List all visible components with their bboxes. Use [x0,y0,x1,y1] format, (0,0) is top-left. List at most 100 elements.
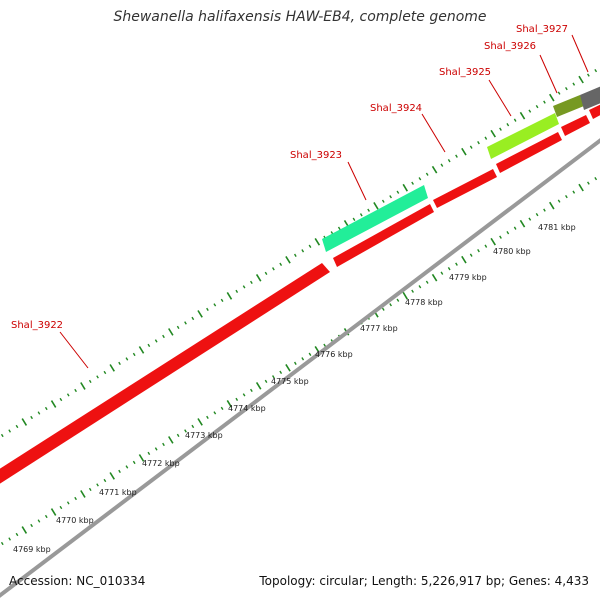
kbp-scale-labels: 4769 kbp 4770 kbp 4771 kbp 4772 kbp 4773… [13,223,576,554]
inner-tick-mark [125,465,129,469]
outer-tick-mark [301,249,305,253]
inner-tick-mark [37,519,41,523]
inner-tick-mark [549,201,555,210]
outer-tick-mark [455,154,458,158]
gene-cds-4-arrow[interactable] [496,132,562,173]
inner-tick-mark [543,208,546,212]
accession-text: Accession: NC_010334 [9,574,146,588]
gene-shal-3924-arrow[interactable] [333,204,434,267]
outer-tick-mark [484,136,488,140]
outer-tick-mark [154,339,158,343]
outer-tick-mark [21,418,28,426]
kbp-label: 4775 kbp [271,377,309,386]
inner-tick-mark [477,249,480,253]
inner-tick-mark [594,177,598,181]
kbp-label: 4774 kbp [228,404,266,413]
inner-tick-mark [469,253,473,257]
outer-tick-mark [15,424,19,429]
outer-tick-mark [264,271,268,275]
outer-tick-mark [255,273,262,282]
outer-tick-mark [74,388,77,393]
outer-tick-mark [59,397,63,402]
gene-cds-3-arrow[interactable] [433,169,497,208]
inner-tick-mark [138,454,145,462]
outer-tick-mark [431,165,438,174]
inner-tick-mark [440,271,444,275]
gene-shal-3927-bar[interactable] [580,85,600,110]
inner-tick-mark [59,505,63,510]
gene-label-shal-3924: Shal_3924 [370,103,422,114]
outer-tick-mark [557,91,561,95]
outer-tick-mark [447,159,451,163]
outer-tick-mark [109,364,115,372]
inner-tick-mark [279,370,283,374]
kbp-label: 4776 kbp [315,350,353,359]
inner-tick-mark [447,267,451,271]
inner-tick-mark [557,199,561,203]
inner-tick-mark [242,393,246,397]
outer-tick-mark [506,123,510,127]
gene-label-shal-3926: Shal_3926 [484,41,536,52]
outer-tick-mark [184,321,187,325]
inner-tick-mark [272,375,275,379]
outer-tick-mark [176,325,180,330]
inner-tick-mark [402,291,408,300]
kbp-label: 4781 kbp [538,223,576,232]
gene-cds-5-arrow[interactable] [561,115,590,136]
inner-tick-mark [381,307,385,311]
inner-tick-mark [389,303,392,307]
outer-tick-mark [80,382,86,390]
kbp-label: 4778 kbp [405,298,443,307]
outer-tick-mark [44,406,48,411]
cds-track [0,100,600,490]
inner-tick-mark [8,537,12,541]
inner-tick-mark [21,526,28,534]
inner-tick-mark [535,213,539,217]
inner-tick-mark [220,406,224,410]
inner-tick-mark [461,255,467,264]
inner-tick-mark [213,411,217,415]
genome-summary-text: Topology: circular; Length: 5,226,917 bp… [259,574,589,588]
inner-tick-mark [455,262,458,266]
inner-tick-mark [513,226,517,230]
outer-tick-mark [367,208,370,212]
outer-tick-mark [242,285,246,289]
inner-tick-mark [74,496,77,501]
outer-tick-mark [308,244,312,248]
inner-tick-mark [264,379,268,383]
gene-cds-6-arrow[interactable] [589,100,600,119]
outer-tick-mark [490,129,496,138]
inner-tick-mark [250,388,253,392]
outer-tick-mark [168,328,174,336]
inner-tick-mark [396,298,400,302]
inner-tick-mark [147,451,151,456]
inner-tick-mark [154,447,158,451]
gene-shal-3923-bar[interactable] [322,185,428,252]
outer-tick-ring [0,69,598,438]
outer-tick-mark [373,201,379,210]
gene-shal-3925-bar[interactable] [487,113,559,159]
kbp-label: 4769 kbp [13,545,51,554]
outer-tick-mark [499,127,502,131]
inner-tick-mark [96,483,99,487]
inner-tick-mark [109,472,115,480]
outer-tick-mark [359,213,363,217]
inner-tick-mark [528,217,532,221]
outer-tick-mark [314,237,321,246]
kbp-label: 4779 kbp [449,273,487,282]
inner-tick-mark [285,363,291,372]
gene-shal-3926-bar[interactable] [553,95,584,117]
outer-tick-mark [279,262,283,266]
outer-tick-mark [389,195,392,199]
outer-tick-mark [213,303,217,307]
inner-tick-mark [490,237,496,246]
outer-tick-mark [138,346,145,354]
outer-tick-mark [235,289,239,293]
outer-tick-mark [30,415,33,420]
outer-tick-mark [543,100,546,104]
genome-backbone [0,138,600,598]
outer-tick-mark [206,307,209,311]
gene-shal-3922-arrow[interactable] [0,263,330,490]
outer-tick-mark [519,111,526,120]
